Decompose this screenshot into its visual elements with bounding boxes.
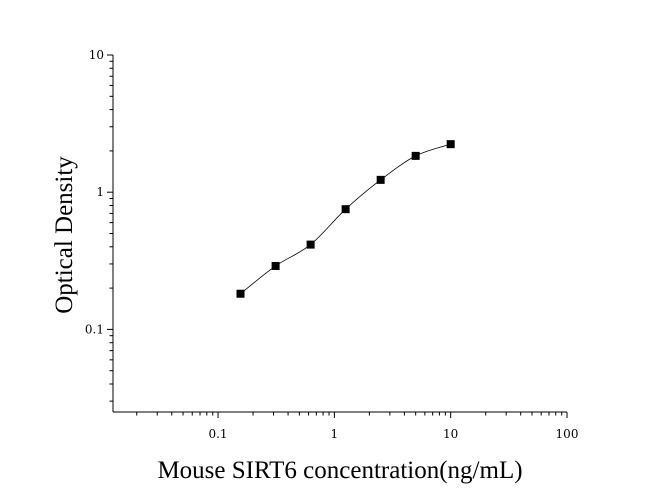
- x-axis-title: Mouse SIRT6 concentration(ng/mL): [157, 457, 522, 484]
- data-point: [446, 140, 455, 149]
- data-point: [236, 289, 245, 298]
- axes: [112, 55, 567, 413]
- data-point: [411, 151, 420, 160]
- data-points: [236, 140, 455, 298]
- ticks: 0.1 1 10 100 0.1 1 10: [85, 48, 579, 441]
- data-point: [271, 261, 280, 270]
- x-tick-label: 0.1: [208, 427, 227, 441]
- x-tick-label: 10: [443, 427, 458, 441]
- y-axis-title: Optical Density: [51, 156, 78, 314]
- data-point: [341, 205, 350, 214]
- data-point: [376, 175, 385, 184]
- x-tick-label: 1: [331, 427, 339, 441]
- data-point: [306, 240, 315, 249]
- y-tick-label: 10: [89, 48, 104, 62]
- x-tick-label: 100: [556, 427, 579, 441]
- y-tick-label: 0.1: [85, 322, 104, 336]
- y-tick-label: 1: [96, 185, 104, 199]
- fit-curve: [240, 143, 451, 295]
